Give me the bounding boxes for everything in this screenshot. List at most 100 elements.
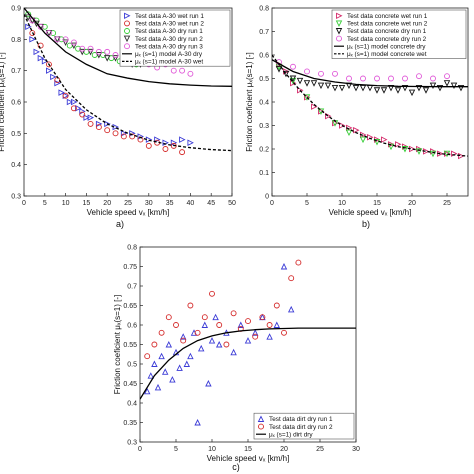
data-point (402, 75, 408, 82)
data-point (332, 70, 338, 77)
panel-label: b) (362, 219, 370, 229)
legend-marker (335, 20, 343, 27)
legend-box (253, 412, 355, 440)
data-point (297, 87, 304, 94)
legend-marker (336, 12, 343, 20)
legend-marker (257, 415, 265, 422)
x-axis-label: Vehicle speed vₓ [km/h] (207, 454, 290, 463)
data-point (346, 75, 352, 82)
y-tick-label: 0.9 (11, 6, 21, 13)
data-point (290, 63, 296, 70)
data-point (394, 87, 402, 94)
y-tick-label: 0.3 (11, 194, 21, 201)
x-tick-label: 15 (244, 446, 252, 453)
data-point (41, 58, 49, 65)
legend-label: Test data A-30 wet run 1 (135, 13, 204, 20)
data-point (95, 52, 103, 59)
data-point (352, 84, 360, 92)
data-point (443, 150, 451, 158)
legend-label: μₓ (s=1) model A-30 dry (135, 51, 203, 58)
legend-marker (335, 28, 343, 35)
data-point (25, 23, 32, 31)
series-2 (144, 259, 302, 360)
model-curve (272, 59, 468, 88)
data-point (112, 130, 119, 137)
data-point (373, 138, 381, 146)
data-point (401, 146, 409, 153)
data-point (296, 77, 304, 85)
y-axis-label: Friction coeficient μₓ(s=1) [-] (245, 52, 254, 151)
data-point (33, 48, 40, 56)
data-point (179, 136, 186, 143)
legend-label: Test data concrete wet run 1 (347, 13, 428, 20)
legend-label: Test data A-30 dry run 3 (135, 43, 203, 50)
data-point (183, 360, 191, 367)
data-point (332, 119, 339, 127)
x-tick-label: 20 (103, 200, 111, 207)
data-point (338, 84, 346, 92)
plot-data (272, 54, 468, 160)
data-point (79, 48, 86, 56)
data-point (29, 36, 36, 43)
x-tick-label: 30 (145, 200, 153, 207)
data-point (46, 67, 53, 74)
plot-area (139, 246, 357, 443)
data-point (176, 364, 183, 371)
y-tick-label: 0.5 (11, 131, 21, 138)
data-point (87, 120, 94, 127)
y-axis-label: Friction coeficient μₓ(s=1) [-] (113, 295, 122, 394)
data-point (103, 55, 111, 62)
data-point (46, 61, 52, 68)
x-tick-label: 5 (305, 200, 309, 207)
data-point (304, 94, 311, 101)
x-tick-label: 20 (280, 446, 288, 453)
data-point (95, 124, 102, 131)
data-point (75, 105, 82, 112)
data-point (287, 305, 295, 313)
data-point (416, 73, 422, 80)
data-point (158, 329, 165, 336)
data-point (295, 259, 302, 266)
data-point (129, 133, 136, 140)
x-tick-label: 0 (270, 200, 274, 207)
data-point (288, 275, 295, 282)
data-point (436, 84, 444, 92)
legend-label: μₓ (s=1) dirt dry (269, 431, 313, 438)
y-tick-label: 0.8 (11, 37, 21, 44)
panel-label: c) (232, 462, 240, 472)
data-point (212, 313, 219, 321)
data-point (170, 67, 177, 74)
data-point (37, 54, 45, 62)
data-point (415, 84, 423, 92)
data-point (230, 310, 237, 317)
data-point (280, 262, 288, 270)
data-point (62, 36, 69, 43)
x-tick-label: 45 (207, 200, 215, 207)
y-tick-label: 0.4 (11, 162, 21, 169)
panel-label: a) (116, 219, 124, 229)
x-tick-label: 15 (373, 200, 381, 207)
data-point (147, 372, 155, 379)
data-point (145, 142, 152, 149)
data-point (429, 82, 437, 90)
y-tick-label: 0.55 (123, 342, 137, 349)
data-point (46, 30, 52, 37)
data-point (180, 337, 187, 344)
data-point (408, 89, 416, 97)
legend-label: Test data concrete dry run 2 (347, 36, 427, 43)
legend-marker (124, 43, 130, 50)
x-tick-label: 35 (166, 200, 174, 207)
x-tick-label: 5 (43, 200, 47, 207)
x-tick-label: 15 (83, 200, 91, 207)
data-point (380, 87, 388, 94)
data-point (353, 126, 360, 134)
data-point (303, 80, 311, 87)
x-tick-label: 25 (443, 200, 451, 207)
data-point (266, 333, 273, 340)
x-axis-label: Vehicle speed vₓ [km/h] (87, 208, 170, 217)
legend-label: Test data concrete wet run 2 (347, 21, 428, 28)
data-point (205, 379, 212, 387)
data-point (179, 333, 187, 340)
data-point (66, 98, 74, 106)
y-tick-label: 0 (265, 194, 269, 201)
